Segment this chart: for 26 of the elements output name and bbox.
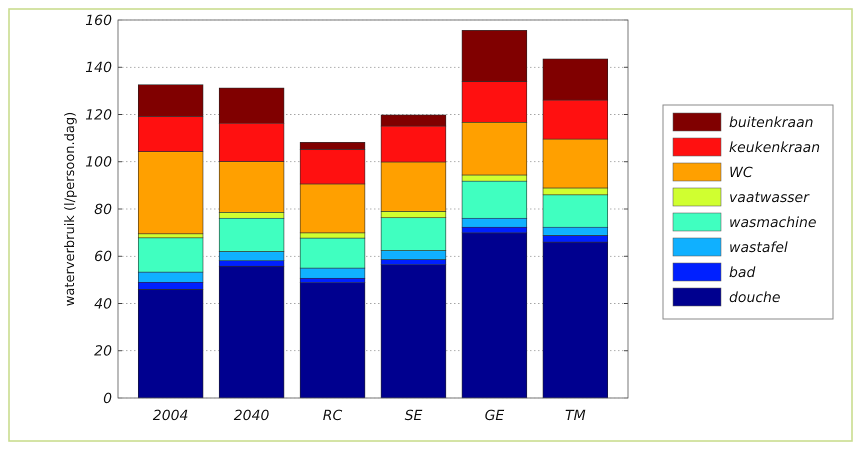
- legend-label: wastafel: [729, 240, 788, 256]
- x-tick-label: 2004: [152, 408, 188, 424]
- bar: [300, 282, 366, 398]
- y-tick-label: 40: [94, 296, 112, 312]
- y-tick-label: 140: [85, 60, 112, 76]
- bar: [380, 264, 446, 398]
- y-tick-label: 120: [85, 107, 112, 124]
- legend-label: buitenkraan: [729, 114, 814, 131]
- x-tick-label: GE: [484, 408, 504, 424]
- legend-label: bad: [729, 264, 756, 281]
- x-tick-label: SE: [404, 408, 422, 424]
- y-tick-label: 0: [103, 390, 112, 407]
- x-tick-label: 2040: [234, 408, 270, 424]
- x-tick-label: TM: [565, 408, 586, 424]
- y-tick-label: 60: [94, 249, 112, 266]
- legend-label: WC: [729, 164, 753, 181]
- x-tick-label: RC: [322, 408, 342, 424]
- legend-label: wasmachine: [729, 214, 816, 231]
- y-tick-label: 20: [94, 344, 112, 360]
- legend-label: keukenkraan: [729, 140, 820, 156]
- y-tick-label: 100: [85, 154, 112, 171]
- legend-label: vaatwasser: [729, 190, 810, 206]
- y-axis-title: waterverbruik (l/persoon.dag): [63, 112, 78, 306]
- y-tick-label: 80: [94, 202, 112, 218]
- y-tick-label: 160: [85, 12, 112, 29]
- legend-label: douche: [729, 290, 781, 306]
